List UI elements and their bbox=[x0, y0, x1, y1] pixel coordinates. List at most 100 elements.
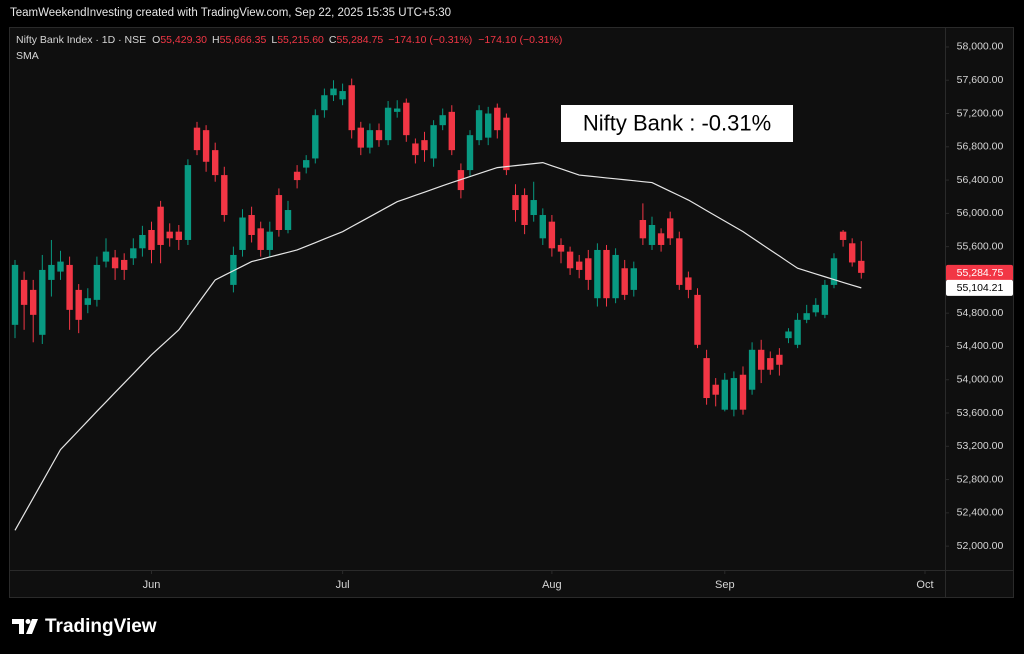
candle-body bbox=[102, 251, 110, 262]
sma-line bbox=[14, 161, 862, 531]
candle-body bbox=[794, 319, 801, 345]
candle-body bbox=[685, 277, 692, 290]
candle-body bbox=[39, 269, 46, 335]
candle-body bbox=[648, 225, 656, 245]
logo-text: TradingView bbox=[45, 616, 157, 637]
candle-body bbox=[11, 264, 19, 325]
candle-body bbox=[157, 206, 164, 245]
candle-body bbox=[594, 249, 601, 299]
candle-body bbox=[30, 289, 37, 315]
annotation: Nifty Bank : -0.31% bbox=[561, 105, 793, 142]
y-tick-label: 56,000.00 bbox=[957, 207, 1004, 219]
annotation-text: Nifty Bank : -0.31% bbox=[583, 110, 771, 135]
price-label: 55,284.75 bbox=[957, 267, 1004, 279]
y-tick-label: 56,400.00 bbox=[957, 174, 1004, 186]
candle-body bbox=[48, 264, 55, 280]
candle-body bbox=[830, 258, 838, 285]
candle-body bbox=[248, 215, 255, 235]
candle-body bbox=[221, 175, 228, 216]
candle-body bbox=[630, 268, 637, 290]
plot-area bbox=[11, 78, 865, 531]
legend-change: −174.10 (−0.31%) bbox=[388, 34, 472, 46]
candle-body bbox=[858, 260, 865, 273]
candle-body bbox=[302, 160, 310, 168]
candle-body bbox=[821, 284, 829, 315]
candle-body bbox=[566, 251, 574, 269]
candle-body bbox=[57, 261, 64, 272]
legend-key: L bbox=[271, 34, 277, 46]
price-label-box bbox=[946, 264, 1013, 281]
chart-pane bbox=[9, 27, 1014, 598]
y-tick-label: 56,800.00 bbox=[957, 141, 1004, 153]
candle-body bbox=[293, 171, 301, 181]
candle-body bbox=[75, 289, 82, 320]
candle-body bbox=[193, 127, 201, 151]
candle-body bbox=[366, 130, 374, 148]
legend-key: O bbox=[152, 34, 160, 46]
candle-body bbox=[512, 195, 519, 211]
legend-value: 55,429.30 bbox=[160, 34, 207, 46]
y-tick-label: 54,400.00 bbox=[957, 340, 1004, 352]
candle-body bbox=[257, 228, 264, 250]
candle-body bbox=[148, 229, 155, 250]
candle-body bbox=[475, 110, 483, 141]
candle-body bbox=[348, 85, 355, 131]
candle-body bbox=[803, 313, 810, 320]
logo-icon bbox=[26, 619, 38, 634]
candle-body bbox=[312, 115, 319, 159]
candle-body bbox=[384, 107, 392, 141]
candle-body bbox=[448, 111, 455, 151]
candle-body bbox=[211, 150, 219, 176]
candle-body bbox=[439, 115, 446, 126]
candle-body bbox=[111, 257, 119, 269]
logo: TradingView bbox=[12, 616, 157, 637]
candle-body bbox=[230, 254, 237, 285]
candle-body bbox=[330, 88, 337, 96]
candle-body bbox=[739, 374, 747, 410]
y-tick-label: 57,200.00 bbox=[957, 107, 1004, 119]
candle-body bbox=[521, 195, 528, 226]
candle-body bbox=[66, 264, 73, 310]
candle-body bbox=[785, 331, 792, 339]
candle-body bbox=[666, 218, 674, 239]
x-tick-label: Sep bbox=[715, 579, 735, 591]
y-tick-label: 52,800.00 bbox=[957, 473, 1004, 485]
candle-body bbox=[694, 294, 701, 345]
candle-body bbox=[393, 108, 401, 112]
y-tick-label: 52,000.00 bbox=[957, 540, 1004, 552]
candle-body bbox=[776, 354, 783, 365]
legend-value: 55,666.35 bbox=[220, 34, 267, 46]
y-tick-label: 53,600.00 bbox=[957, 407, 1004, 419]
candle-body bbox=[175, 231, 183, 240]
candle-body bbox=[657, 233, 665, 245]
candle-body bbox=[585, 258, 592, 280]
y-tick-label: 54,000.00 bbox=[957, 374, 1004, 386]
candle-body bbox=[339, 91, 346, 100]
candle-body bbox=[421, 140, 428, 151]
y-tick-label: 57,600.00 bbox=[957, 74, 1004, 86]
candle-body bbox=[494, 107, 501, 131]
candle-body bbox=[184, 165, 192, 240]
candle-body bbox=[166, 231, 173, 239]
candle-body bbox=[721, 379, 728, 410]
logo-icon bbox=[12, 619, 24, 634]
candle-body bbox=[548, 221, 556, 249]
candle-body bbox=[839, 231, 847, 240]
candle-body bbox=[130, 248, 137, 259]
legend-sma: SMA bbox=[16, 50, 39, 62]
x-tick-label: Aug bbox=[542, 579, 562, 591]
candle-body bbox=[375, 130, 383, 141]
candle-body bbox=[139, 234, 146, 249]
candle-body bbox=[603, 249, 610, 299]
candle-body bbox=[412, 143, 419, 156]
legend-key: C bbox=[329, 34, 337, 46]
candle-body bbox=[703, 358, 710, 399]
candle-body bbox=[557, 244, 565, 252]
candle-body bbox=[621, 268, 628, 295]
y-tick-label: 52,400.00 bbox=[957, 507, 1004, 519]
candle-body bbox=[730, 378, 738, 410]
candle-body bbox=[430, 125, 437, 159]
y-tick-label: 55,600.00 bbox=[957, 240, 1004, 252]
candle-body bbox=[612, 254, 619, 299]
price-label: 55,104.21 bbox=[957, 282, 1004, 294]
